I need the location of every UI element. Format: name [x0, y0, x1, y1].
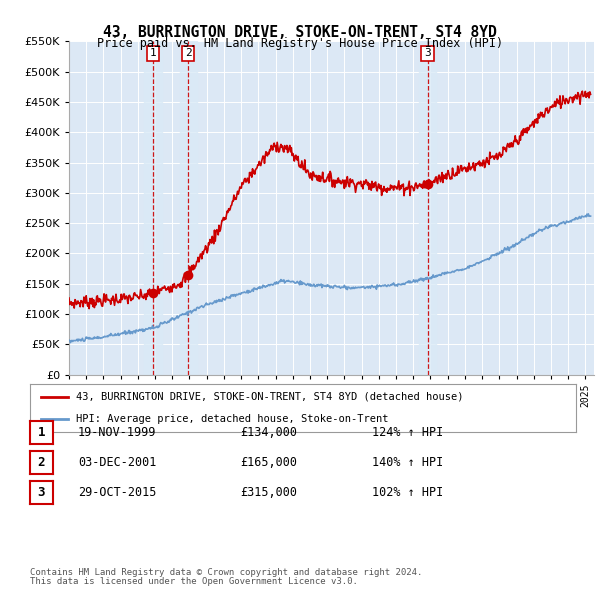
Text: 1: 1	[149, 48, 157, 58]
Text: 43, BURRINGTON DRIVE, STOKE-ON-TRENT, ST4 8YD: 43, BURRINGTON DRIVE, STOKE-ON-TRENT, ST…	[103, 25, 497, 40]
Text: 3: 3	[38, 486, 45, 499]
Text: Contains HM Land Registry data © Crown copyright and database right 2024.: Contains HM Land Registry data © Crown c…	[30, 568, 422, 577]
Text: 2: 2	[185, 48, 191, 58]
Text: £165,000: £165,000	[240, 456, 297, 469]
Text: 43, BURRINGTON DRIVE, STOKE-ON-TRENT, ST4 8YD (detached house): 43, BURRINGTON DRIVE, STOKE-ON-TRENT, ST…	[76, 392, 464, 402]
Text: 140% ↑ HPI: 140% ↑ HPI	[372, 456, 443, 469]
Text: 1: 1	[38, 426, 45, 439]
Text: 3: 3	[424, 48, 431, 58]
Text: 03-DEC-2001: 03-DEC-2001	[78, 456, 157, 469]
Bar	[145, 41, 161, 375]
Text: HPI: Average price, detached house, Stoke-on-Trent: HPI: Average price, detached house, Stok…	[76, 414, 389, 424]
Text: £315,000: £315,000	[240, 486, 297, 499]
Text: Price paid vs. HM Land Registry's House Price Index (HPI): Price paid vs. HM Land Registry's House …	[97, 37, 503, 50]
Text: 124% ↑ HPI: 124% ↑ HPI	[372, 426, 443, 439]
Bar	[179, 41, 197, 375]
Bar	[419, 41, 436, 375]
Text: 2: 2	[38, 456, 45, 469]
Text: 29-OCT-2015: 29-OCT-2015	[78, 486, 157, 499]
Text: £134,000: £134,000	[240, 426, 297, 439]
Text: 19-NOV-1999: 19-NOV-1999	[78, 426, 157, 439]
Text: This data is licensed under the Open Government Licence v3.0.: This data is licensed under the Open Gov…	[30, 577, 358, 586]
Text: 102% ↑ HPI: 102% ↑ HPI	[372, 486, 443, 499]
